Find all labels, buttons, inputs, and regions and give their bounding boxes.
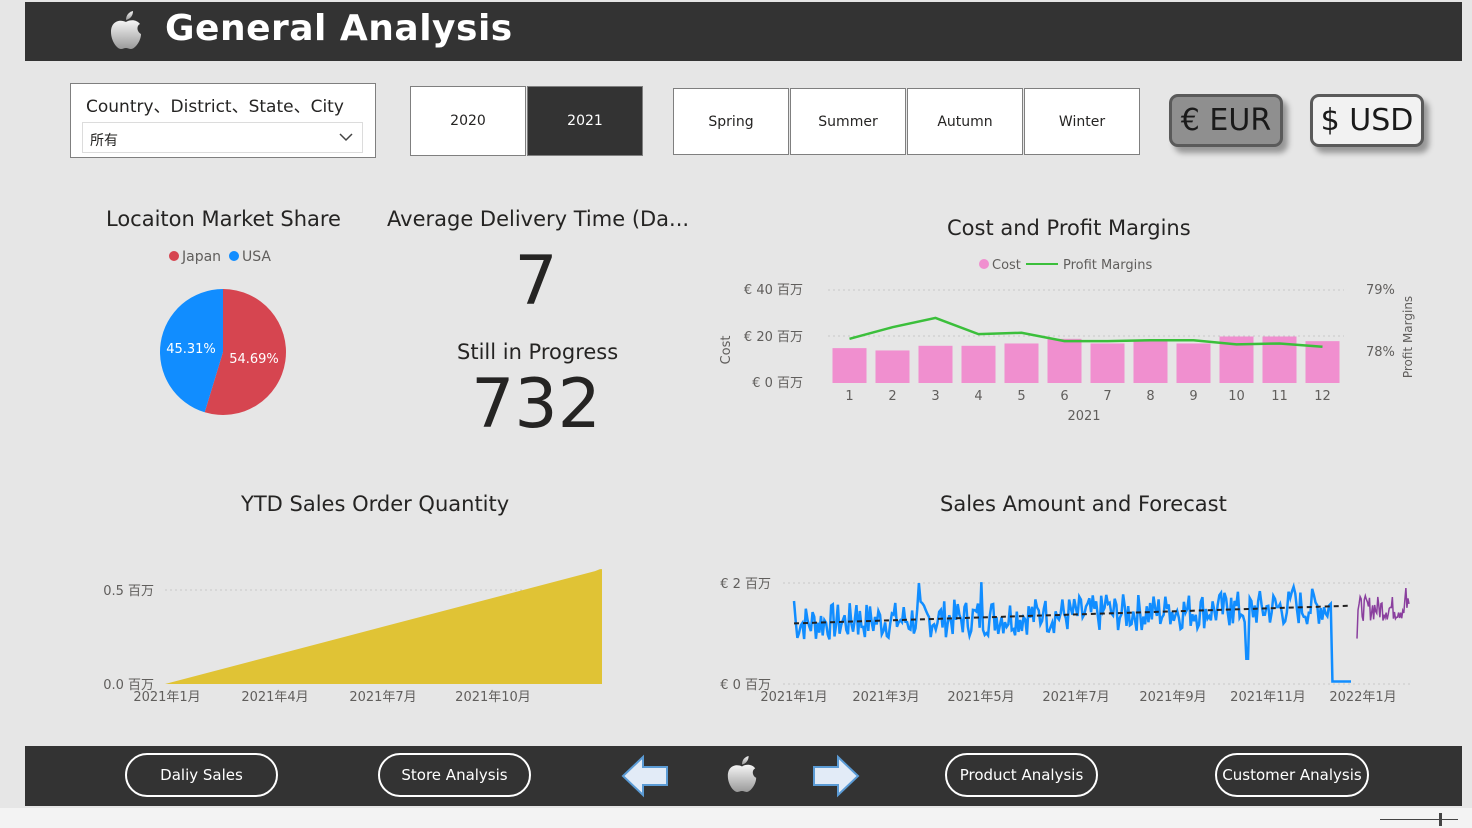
y-right-tick-79: 79% [1366,283,1395,298]
progress-value: 732 [471,365,601,444]
fc-x-tick-6: 2022年1月 [1329,690,1396,705]
y-left-tick-0: € 0 百万 [752,376,803,391]
y-left-tick-40: € 40 百万 [744,283,803,298]
eur-currency-button[interactable]: € EUR [1169,94,1283,147]
arrow-right-icon[interactable] [812,754,860,798]
pie-slice-japan[interactable] [204,289,286,415]
ytd-sales-chart: 0.5 百万 0.0 百万 2021年1月 2021年4月 2021年7月 20… [103,569,602,705]
cost-profit-title: Cost and Profit Margins [947,216,1191,240]
ytd-area [165,569,602,684]
location-dropdown[interactable]: 所有 [82,122,363,153]
season-summer-button[interactable]: Summer [790,88,906,155]
y-right-axis-label: Profit Margins [1401,296,1415,378]
apple-icon [111,11,141,49]
sales-trend-line [793,604,1351,625]
usd-currency-button[interactable]: $ USD [1310,94,1424,147]
pie-slice-usa[interactable] [159,289,223,413]
x-group-label: 2021 [1067,409,1100,424]
cost-bar[interactable] [961,345,996,383]
delivery-time-value: 7 [514,242,558,321]
legend-japan-label: Japan [181,249,221,265]
cost-bar[interactable] [1305,341,1340,383]
daily-sales-button[interactable]: Daliy Sales [125,753,278,797]
ytd-x-tick-3: 2021年10月 [455,690,531,705]
year-2021-button[interactable]: 2021 [527,86,643,156]
cost-bar[interactable] [1004,343,1039,383]
x-tick-label: 3 [931,389,939,404]
market-share-chart: Japan USA 54.69% 45.31% [159,249,286,415]
chevron-down-icon [339,133,353,142]
x-tick-label: 1 [845,389,853,404]
location-slicer: Country、District、State、City 所有 [70,83,376,158]
y-left-tick-20: € 20 百万 [744,330,803,345]
ytd-y-tick-00: 0.0 百万 [103,678,154,693]
delivery-time-title: Average Delivery Time (Da... [387,207,690,231]
x-tick-label: 6 [1060,389,1068,404]
sales-forecast-line [1356,587,1410,639]
cost-bar[interactable] [1090,343,1125,383]
cost-bar[interactable] [1133,341,1168,383]
x-tick-label: 10 [1228,389,1245,404]
sales-actual-line [792,582,1351,683]
store-analysis-button[interactable]: Store Analysis [378,753,531,797]
status-bar [0,808,1472,828]
profit-margin-line [849,316,1323,348]
dropdown-value: 所有 [90,133,118,149]
legend-usa-marker [229,251,239,261]
pie-value-label-japan: 54.69% [229,352,279,367]
legend-cost-label: Cost [992,258,1021,273]
fc-x-tick-3: 2021年7月 [1042,690,1109,705]
cost-bar[interactable] [1176,343,1211,383]
x-tick-label: 2 [888,389,896,404]
x-tick-label: 11 [1271,389,1288,404]
fc-x-tick-5: 2021年11月 [1230,690,1306,705]
fc-y-tick-2: € 2 百万 [720,577,771,592]
ytd-x-tick-0: 2021年1月 [133,690,200,705]
season-spring-button[interactable]: Spring [673,88,789,155]
y-right-tick-78: 78% [1366,345,1395,360]
cost-bar[interactable] [1047,338,1082,383]
season-autumn-button[interactable]: Autumn [907,88,1023,155]
fc-x-tick-2: 2021年5月 [947,690,1014,705]
legend-cost-marker [979,259,989,269]
customer-analysis-button[interactable]: Customer Analysis [1215,753,1369,797]
x-tick-label: 12 [1314,389,1331,404]
x-tick-label: 9 [1189,389,1197,404]
x-tick-label: 5 [1017,389,1025,404]
zoom-slider-track[interactable] [1380,819,1458,820]
ytd-title: YTD Sales Order Quantity [241,492,510,516]
fc-y-tick-0: € 0 百万 [720,678,771,693]
cost-bar[interactable] [832,348,867,383]
y-left-axis-label: Cost [719,336,734,365]
x-tick-label: 8 [1146,389,1154,404]
year-2020-button[interactable]: 2020 [410,86,526,156]
cost-profit-chart: Cost Profit Margins € 40 百万 € 20 百万 € 0 … [719,258,1415,424]
progress-title: Still in Progress [457,340,619,364]
ytd-y-tick-05: 0.5 百万 [103,584,154,599]
ytd-x-tick-2: 2021年7月 [349,690,416,705]
zoom-slider-handle[interactable] [1439,813,1442,826]
fc-x-tick-4: 2021年9月 [1139,690,1206,705]
slicer-label: Country、District、State、City [86,97,344,117]
fc-x-tick-1: 2021年3月 [852,690,919,705]
cost-bar[interactable] [875,350,910,383]
legend-japan-marker [169,251,179,261]
fc-x-tick-0: 2021年1月 [760,690,827,705]
x-tick-label: 4 [974,389,982,404]
page-title: General Analysis [165,8,513,49]
arrow-left-icon[interactable] [621,754,669,798]
product-analysis-button[interactable]: Product Analysis [945,753,1098,797]
legend-margin-label: Profit Margins [1063,258,1152,273]
ytd-x-tick-1: 2021年4月 [241,690,308,705]
pie-value-label-usa: 45.31% [166,342,216,357]
legend-usa-label: USA [242,249,271,265]
market-share-title: Locaiton Market Share [106,207,341,231]
x-tick-label: 7 [1103,389,1111,404]
cost-bar[interactable] [918,345,953,383]
apple-icon [727,756,757,792]
sales-forecast-chart: € 2 百万 € 0 百万 2021年1月 2021年3月 2021年5月 20… [720,577,1410,705]
header-bar [25,2,1462,61]
season-winter-button[interactable]: Winter [1024,88,1140,155]
forecast-title: Sales Amount and Forecast [940,492,1227,516]
